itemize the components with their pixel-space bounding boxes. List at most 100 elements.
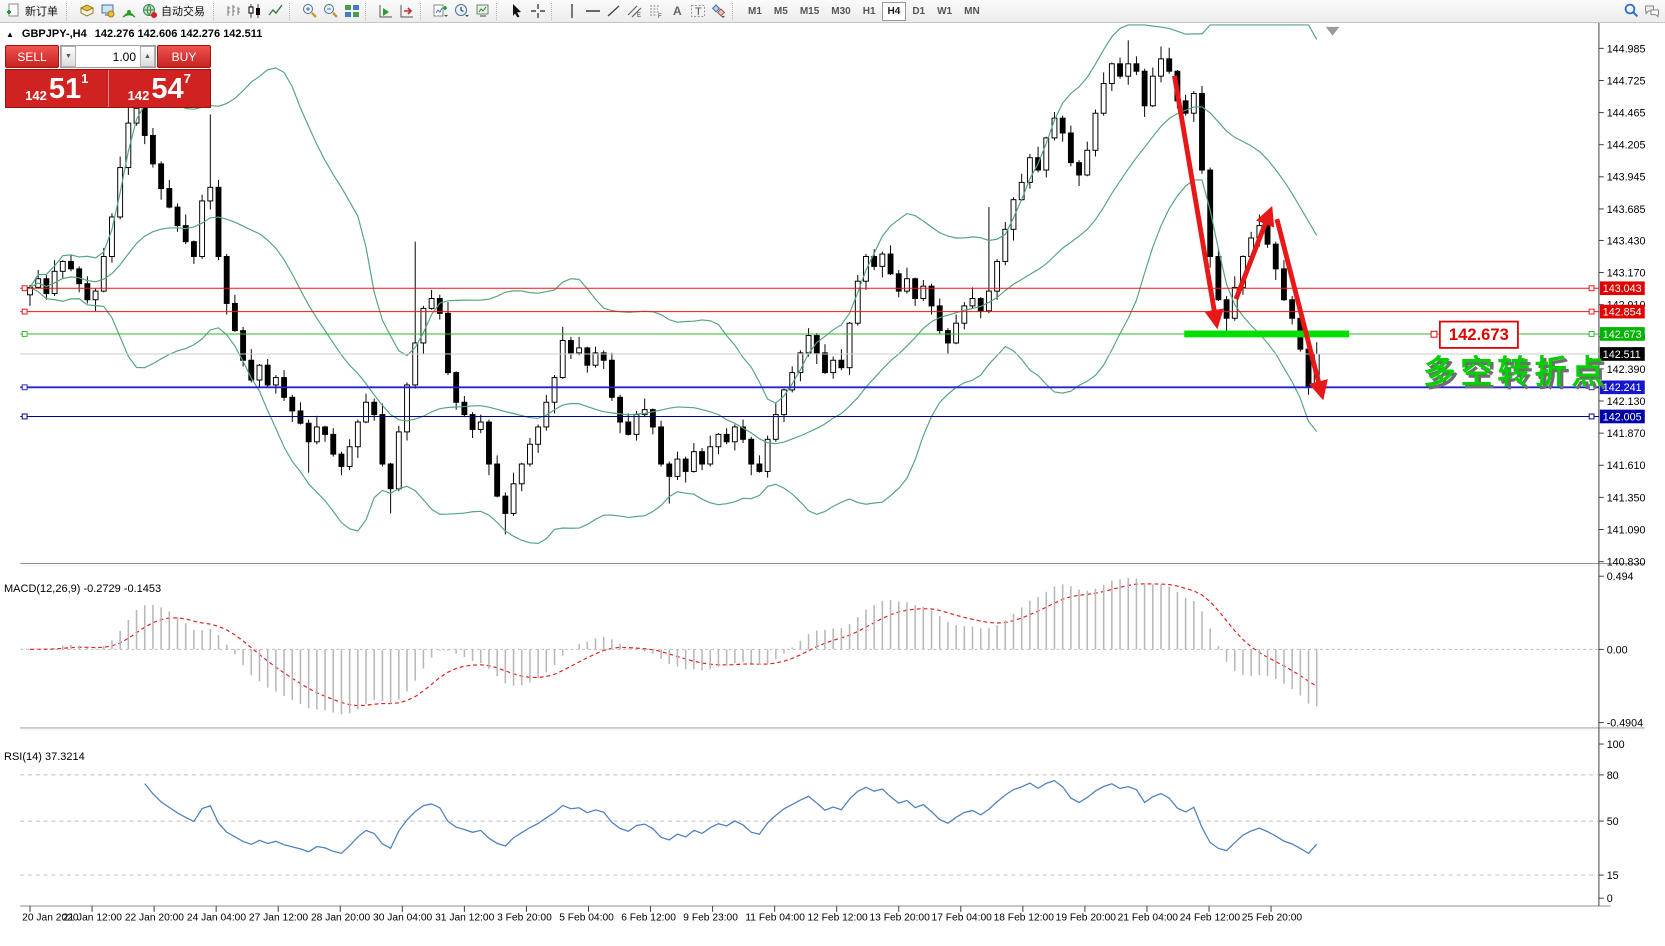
timeframe-d1[interactable]: D1 [912, 5, 926, 17]
bar-chart-icon[interactable] [223, 1, 244, 22]
timeframe-m1[interactable]: M1 [748, 5, 762, 17]
buy-price[interactable]: 142 54 7 [109, 70, 211, 107]
sell-button[interactable]: SELL [5, 45, 59, 68]
sell-price[interactable]: 142 51 1 [6, 70, 109, 107]
svg-text:22 Jan 20:00: 22 Jan 20:00 [125, 913, 184, 924]
text-icon[interactable]: A [666, 1, 687, 22]
sell-price-sup: 1 [81, 71, 89, 86]
sell-price-big: 51 [48, 73, 82, 105]
svg-text:80: 80 [1607, 770, 1619, 782]
market-watch-icon[interactable] [97, 1, 118, 22]
svg-text:18 Feb 12:00: 18 Feb 12:00 [994, 913, 1055, 924]
sell-price-prefix: 142 [25, 88, 47, 103]
svg-text:20 Jan 2020: 20 Jan 2020 [22, 913, 79, 924]
svg-text:E: E [637, 13, 641, 19]
svg-text:141.610: 141.610 [1607, 460, 1646, 472]
new-order-icon[interactable] [3, 1, 24, 22]
svg-text:142.390: 142.390 [1607, 364, 1646, 376]
toolbar-separator [551, 2, 558, 20]
collapse-panel-icon[interactable]: ▲ [6, 29, 14, 39]
zoom-out-icon[interactable] [320, 1, 341, 22]
svg-text:19 Feb 20:00: 19 Feb 20:00 [1056, 913, 1117, 924]
svg-text:50: 50 [1607, 816, 1619, 828]
svg-text:9 Feb 23:00: 9 Feb 23:00 [683, 913, 738, 924]
bollinger-bands [29, 24, 1318, 545]
template-icon[interactable] [472, 1, 493, 22]
rsi-line [144, 779, 1318, 855]
label-icon[interactable]: T [687, 1, 708, 22]
svg-text:-0.4904: -0.4904 [1607, 717, 1643, 729]
svg-text:144.205: 144.205 [1607, 140, 1646, 152]
horizontal-line-icon[interactable] [582, 1, 603, 22]
shapes-icon[interactable] [708, 1, 729, 22]
volume-up-button[interactable]: ▲ [140, 46, 155, 67]
buy-price-prefix: 142 [127, 88, 150, 103]
buy-price-big: 54 [151, 73, 184, 105]
timeframe-mn[interactable]: MN [964, 5, 980, 17]
macd-label: MACD(12,26,9) -0.2729 -0.1453 [4, 583, 162, 595]
timeframe-m5[interactable]: M5 [773, 5, 788, 17]
buy-button[interactable]: BUY [157, 45, 211, 68]
chart-shift-marker[interactable] [1325, 26, 1340, 36]
channel-icon[interactable]: E [624, 1, 645, 22]
trendline-icon[interactable] [603, 1, 624, 22]
candlestick-series [27, 40, 1320, 535]
new-order-label[interactable]: 新订单 [25, 6, 58, 18]
chart-symbol: GBPJPY-,H4 [21, 28, 87, 40]
svg-text:143.430: 143.430 [1607, 235, 1646, 247]
chart-canvas[interactable]: 144.985 144.725 144.465 144.205 143.945 143.6… [0, 23, 1665, 946]
price-callout[interactable] [1438, 320, 1519, 349]
timeframe-w1[interactable]: W1 [937, 5, 953, 17]
svg-text:143.170: 143.170 [1607, 267, 1646, 279]
period-icon[interactable] [451, 1, 472, 22]
toolbar-separator [420, 2, 427, 20]
zoom-in-icon[interactable] [299, 1, 320, 22]
auto-scroll-icon[interactable] [375, 1, 396, 22]
toolbar-separator [213, 2, 220, 20]
svg-text:142.854: 142.854 [1603, 306, 1642, 318]
volume-down-button[interactable]: ▼ [61, 46, 76, 67]
chat-icon[interactable] [1641, 1, 1662, 22]
cursor-icon[interactable] [506, 1, 527, 22]
new-chart-icon[interactable] [430, 1, 451, 22]
fibonacci-icon[interactable]: F [645, 1, 666, 22]
cn-annotation[interactable]: 多空转折点 [1426, 357, 1611, 393]
signal-icon[interactable] [118, 1, 139, 22]
autotrading-label[interactable]: 自动交易 [161, 6, 205, 18]
svg-text:15: 15 [1607, 870, 1619, 882]
candlestick-chart-icon[interactable] [244, 1, 265, 22]
line-chart-icon[interactable] [265, 1, 286, 22]
svg-text:100: 100 [1607, 739, 1625, 751]
timeframe-m30[interactable]: M30 [831, 5, 851, 17]
timeframe-h4[interactable]: H4 [881, 1, 907, 21]
svg-text:144.725: 144.725 [1607, 75, 1646, 87]
svg-text:142.005: 142.005 [1603, 411, 1642, 423]
timeframe-h1[interactable]: H1 [862, 5, 876, 17]
trend-arrow-1[interactable] [1172, 75, 1224, 330]
svg-text:0.00: 0.00 [1607, 644, 1628, 656]
search-icon[interactable] [1620, 1, 1641, 22]
cn-annotation[interactable]: 多空转折点 [1423, 354, 1608, 390]
support-zone-bar[interactable] [1184, 330, 1350, 338]
svg-text:141.870: 141.870 [1607, 428, 1646, 440]
toolbar-separator [732, 2, 739, 20]
trend-arrow-2[interactable] [1233, 205, 1275, 301]
svg-text:11 Feb 04:00: 11 Feb 04:00 [745, 913, 805, 924]
chart-shift-icon[interactable] [396, 1, 417, 22]
timeframe-m15[interactable]: M15 [799, 5, 820, 17]
history-center-icon[interactable] [76, 1, 97, 22]
svg-text:144.465: 144.465 [1607, 108, 1646, 120]
trend-arrow-3[interactable] [1274, 218, 1328, 401]
svg-text:31 Jan 12:00: 31 Jan 12:00 [435, 913, 494, 924]
svg-text:T: T [695, 6, 702, 18]
svg-text:143.945: 143.945 [1607, 172, 1646, 184]
vertical-line-icon[interactable] [561, 1, 582, 22]
tile-windows-icon[interactable] [341, 1, 362, 22]
crosshair-icon[interactable] [527, 1, 548, 22]
price-axis: 144.985 144.725 144.465 144.205 143.945 143.6… [1598, 43, 1646, 905]
volume-input[interactable]: 1.00 [112, 49, 136, 64]
autotrading-icon[interactable] [139, 1, 160, 22]
